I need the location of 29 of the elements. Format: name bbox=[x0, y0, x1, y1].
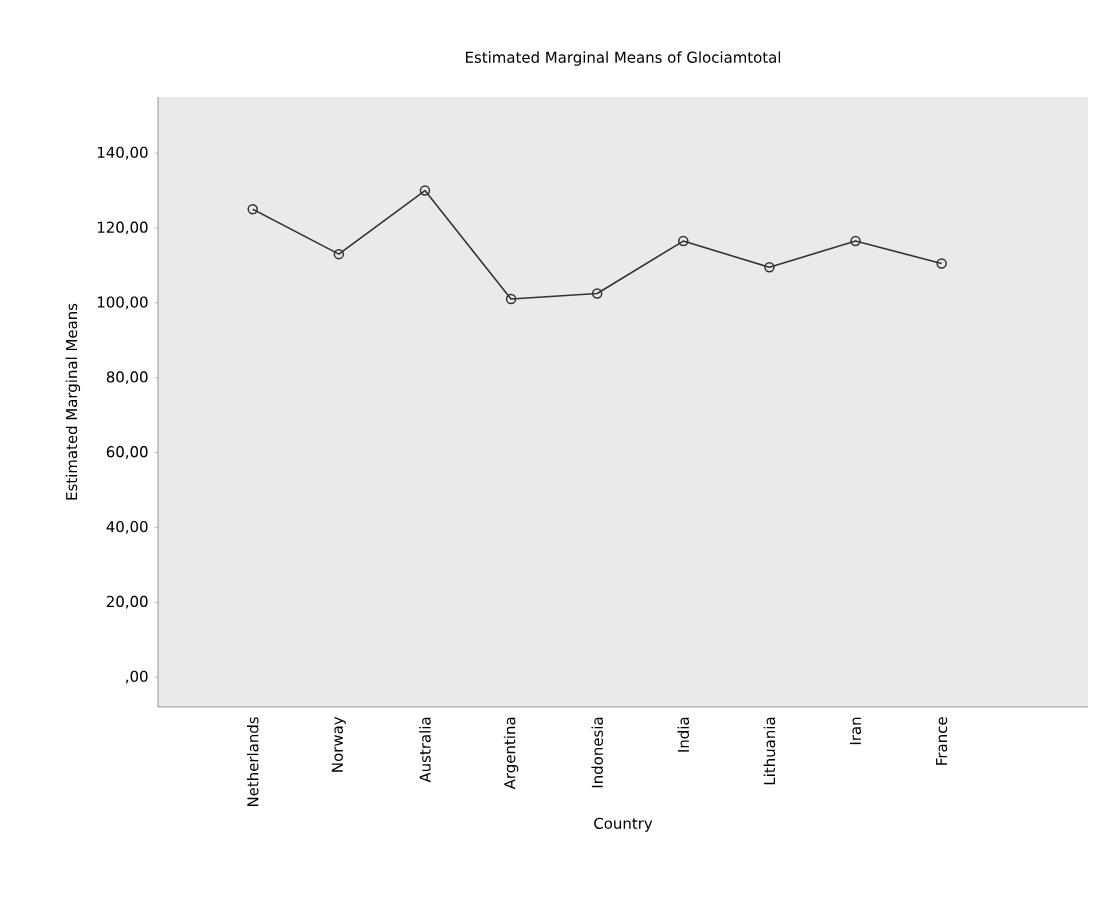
point bbox=[591, 288, 603, 299]
x-tick-label: Indonesia bbox=[591, 717, 603, 788]
y-axis-title: Estimated Marginal Means bbox=[65, 303, 81, 500]
y-tick-label: 140,00 bbox=[97, 146, 148, 160]
y-tick-label: ,00 bbox=[125, 670, 148, 684]
x-tick-label: France bbox=[936, 717, 948, 765]
point bbox=[333, 248, 345, 260]
point bbox=[247, 204, 258, 215]
point bbox=[764, 262, 775, 273]
point bbox=[419, 185, 431, 196]
x-tick-label: Lithuania bbox=[763, 717, 776, 785]
x-tick-label: India bbox=[677, 717, 690, 752]
point bbox=[505, 293, 517, 305]
x-axis-title: Country bbox=[594, 817, 653, 832]
y-tick-label: 100,00 bbox=[97, 296, 148, 310]
point bbox=[850, 235, 861, 247]
y-tick-label: 80,00 bbox=[106, 371, 148, 385]
x-tick-label: Norway bbox=[331, 716, 346, 772]
point bbox=[936, 258, 947, 269]
y-tick-label: 60,00 bbox=[106, 446, 148, 459]
x-tick-label: Iran bbox=[849, 717, 862, 745]
y-tick-label: 40,00 bbox=[106, 520, 148, 534]
x-tick-label: Netherlands bbox=[246, 717, 259, 807]
chart-title: Estimated Marginal Means of Glociamtotal bbox=[466, 51, 781, 66]
x-tick-label: Australia bbox=[419, 717, 431, 783]
y-tick-label: 120,00 bbox=[97, 221, 148, 235]
point bbox=[678, 235, 689, 247]
x-tick-label: Argentina bbox=[503, 717, 519, 790]
y-tick-label: 20,00 bbox=[106, 595, 148, 609]
